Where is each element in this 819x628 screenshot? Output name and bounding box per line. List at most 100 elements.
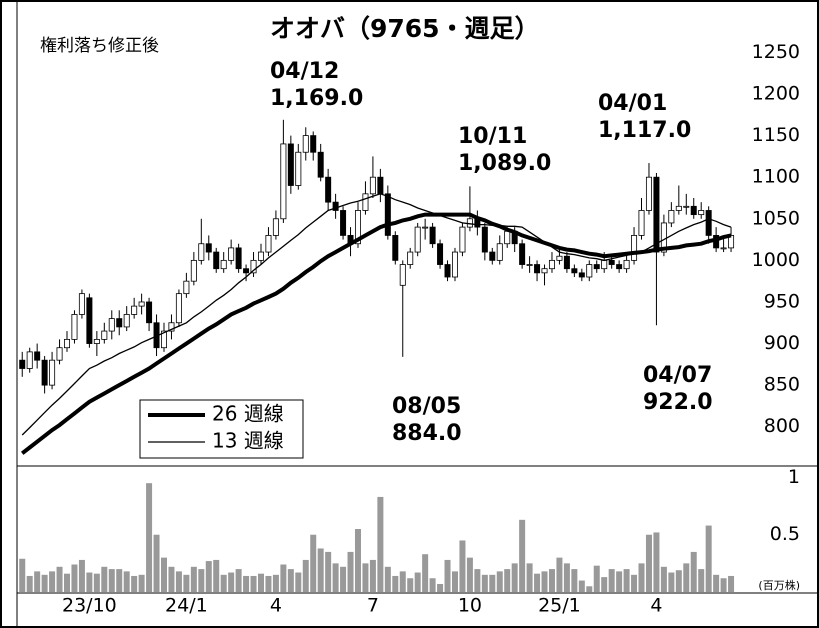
candle-body <box>720 247 727 250</box>
volume-bar <box>175 571 182 592</box>
volume-bar <box>161 557 167 592</box>
volume-bar <box>623 569 630 592</box>
candle-body <box>41 359 48 386</box>
candle-body <box>280 143 287 220</box>
volume-bar <box>519 519 526 592</box>
annotation-date: 04/12 <box>270 59 339 84</box>
volume-bar <box>705 525 712 592</box>
volume-unit: (百万株) <box>758 578 800 592</box>
volume-bar <box>108 569 115 592</box>
annotation-value: 884.0 <box>392 421 462 446</box>
volume-bar <box>399 571 406 592</box>
volume-bar <box>168 566 175 592</box>
volume-bar <box>466 557 473 592</box>
candle-body <box>205 243 212 253</box>
candle-body <box>578 272 585 278</box>
candle-body <box>437 243 444 265</box>
volume-bar <box>265 575 272 592</box>
volume-bar <box>616 571 623 592</box>
candle-body <box>638 210 645 236</box>
candle-body <box>116 318 123 328</box>
candle-body <box>645 176 652 211</box>
candle-body <box>407 251 414 265</box>
legend-box <box>139 399 304 459</box>
y-tick-label: 800 <box>764 415 800 437</box>
volume-bar <box>429 578 436 592</box>
volume-bar <box>638 563 645 592</box>
annotation-date: 10/11 <box>458 124 527 149</box>
candle-body <box>705 210 712 236</box>
x-tick-label: 10 <box>458 595 482 617</box>
x-tick-label: 7 <box>367 595 379 617</box>
chart-title: オオバ（9765・週足） <box>270 14 540 43</box>
volume-bar <box>340 566 347 592</box>
candle-body <box>451 251 458 278</box>
y-tick-label: 850 <box>764 374 800 396</box>
candle-body <box>399 264 406 286</box>
volume-bar <box>257 573 264 592</box>
candle-body <box>601 259 608 270</box>
volume-bar <box>675 570 682 592</box>
x-tick-label: 4 <box>270 595 282 617</box>
volume-bar <box>34 571 41 592</box>
volume-bar <box>556 557 563 592</box>
volume-bar <box>645 534 652 592</box>
candle-body <box>19 359 26 369</box>
candle-body <box>548 259 555 270</box>
candle-body <box>146 301 153 324</box>
volume-bar <box>660 566 667 592</box>
legend-label: 26 週線 <box>212 402 284 426</box>
volume-bar <box>243 575 250 592</box>
volume-bar <box>49 571 56 592</box>
volume-bar <box>713 574 720 592</box>
volume-bar <box>593 565 600 592</box>
candle-body <box>56 347 63 361</box>
candle-body <box>392 235 399 261</box>
candle-body <box>683 205 690 208</box>
candle-body <box>608 259 615 265</box>
moving-average-line <box>20 212 732 455</box>
candle-body <box>616 264 623 270</box>
candle-body <box>235 247 242 270</box>
volume-bar <box>541 571 548 592</box>
subtitle: 権利落ち修正後 <box>40 36 159 56</box>
candle-body <box>496 243 503 261</box>
volume-bar <box>317 548 324 592</box>
volume-bar <box>571 569 578 592</box>
volume-bar <box>213 559 220 592</box>
candle-body <box>377 176 384 195</box>
y-tick-label: 1150 <box>752 124 800 146</box>
candle-body <box>131 305 138 315</box>
volume-bar <box>250 575 257 592</box>
y-tick-label: 1000 <box>752 249 800 271</box>
volume-bar <box>19 558 26 592</box>
volume-bar <box>586 586 593 592</box>
candle-body <box>183 280 190 295</box>
volume-bar <box>511 563 518 592</box>
volume-bar <box>444 559 451 592</box>
candle-body <box>272 218 279 236</box>
x-tick-label: 23/10 <box>62 595 117 617</box>
volume-bar <box>578 580 585 592</box>
volume-bar <box>690 551 697 592</box>
volume-bar <box>563 563 570 592</box>
annotation-date: 08/05 <box>392 394 461 419</box>
volume-bar <box>56 566 63 592</box>
volume-bar <box>548 569 555 592</box>
volume-bar <box>116 569 123 592</box>
candle-body <box>728 235 735 249</box>
volume-bar <box>459 540 466 592</box>
volume-bar <box>78 559 85 592</box>
candle-body <box>295 151 302 186</box>
candle-body <box>340 210 347 236</box>
candle-body <box>362 193 369 211</box>
candle-body <box>213 251 220 270</box>
candle-body <box>101 330 108 340</box>
candle-body <box>563 255 570 270</box>
volume-bar <box>489 574 496 592</box>
volume-bar <box>228 572 235 592</box>
candle-body <box>220 259 227 270</box>
moving-average-line <box>21 193 732 436</box>
volume-bar <box>235 569 242 592</box>
volume-bar <box>220 574 227 592</box>
